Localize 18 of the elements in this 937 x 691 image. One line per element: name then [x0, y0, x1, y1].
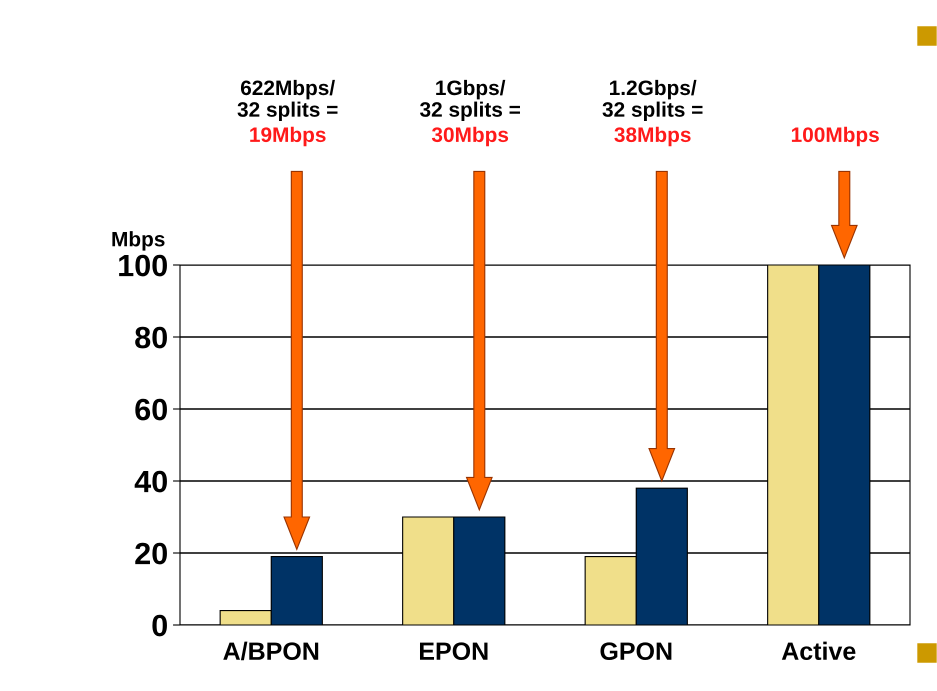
y-tick-label: 100 [119, 254, 167, 276]
x-tick-label: A/BPON [223, 642, 318, 660]
text: 38Mbps [614, 126, 691, 146]
y-axis-title: Mbps [112, 231, 165, 251]
text: 1.2Gbps/ 32 splits = [602, 80, 702, 121]
x-tick-label: EPON [420, 642, 488, 660]
text: 100Mbps [792, 126, 879, 146]
y-tick-label: 40 [134, 470, 167, 492]
y-tick-label: 0 [152, 614, 167, 636]
y-tick-label: 80 [135, 326, 167, 348]
x-tick-label: Active [782, 642, 856, 660]
text: 19Mbps [250, 126, 326, 146]
text: 1Gbps/ 32 splits = [420, 80, 520, 121]
text: 622Mbps/ 32 splits = [237, 80, 338, 121]
y-tick-label: 20 [135, 542, 167, 564]
y-tick-label: 60 [135, 398, 167, 420]
text: 30Mbps [432, 126, 508, 146]
x-tick-label: GPON [600, 642, 672, 660]
